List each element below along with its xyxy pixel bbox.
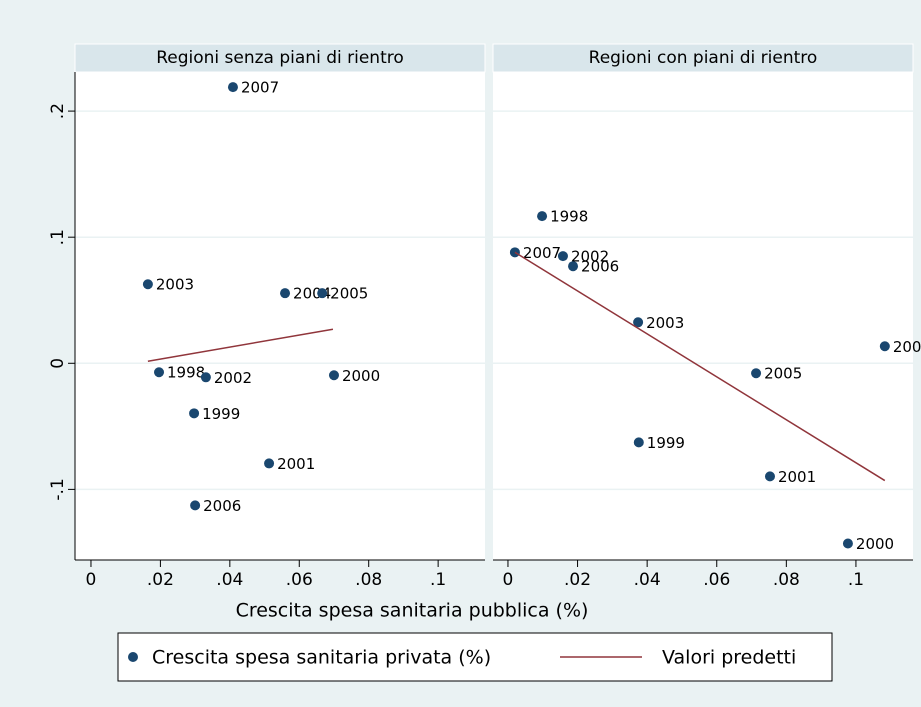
point-label: 1998 (167, 364, 205, 382)
point (557, 251, 568, 262)
legend-label: Valori predetti (662, 647, 796, 669)
x-tick-label: .06 (703, 570, 730, 590)
point (154, 367, 165, 378)
panel-title: Regioni senza piani di rientro (156, 48, 404, 68)
legend-marker (128, 652, 138, 662)
panel-header (74, 43, 486, 73)
point (537, 211, 548, 222)
point (751, 368, 762, 379)
point-label: 2002 (214, 369, 252, 387)
point (879, 341, 890, 352)
point (317, 288, 328, 299)
point (142, 279, 153, 290)
x-tick-label: .06 (286, 570, 313, 590)
point-label: 2002 (571, 248, 609, 266)
point-label: 2000 (856, 535, 894, 553)
point (633, 437, 644, 448)
point (280, 288, 291, 299)
legend-box (117, 632, 833, 682)
point-label: 1999 (202, 405, 240, 423)
point-label: 2001 (778, 468, 816, 486)
x-tick-label: .02 (564, 570, 591, 590)
point (842, 538, 853, 549)
point-label: 1999 (647, 434, 685, 452)
point (189, 408, 200, 419)
legend-label: Crescita spesa sanitaria privata (%) (152, 647, 491, 669)
x-tick-label: .08 (773, 570, 800, 590)
point-label: 2006 (203, 497, 241, 515)
point (328, 370, 339, 381)
x-tick-label: .04 (634, 570, 661, 590)
point (200, 372, 211, 383)
x-tick-label: .08 (355, 570, 382, 590)
point-label: 1998 (550, 208, 588, 226)
point-label: 2000 (342, 367, 380, 385)
plot-area (493, 72, 913, 560)
point (264, 458, 275, 469)
point (764, 471, 775, 482)
point (227, 82, 238, 93)
point-label: 2003 (646, 314, 684, 332)
y-tick-label: -.1 (48, 478, 68, 500)
panel-header (492, 43, 914, 73)
point-label: 2003 (156, 276, 194, 294)
x-tick-label: .02 (147, 570, 174, 590)
point-label: 2006 (581, 258, 619, 276)
point-label: 2005 (764, 365, 802, 383)
point (568, 261, 579, 272)
y-tick-label: 0 (48, 358, 68, 369)
point-label: 2007 (523, 244, 561, 262)
x-axis-title: Crescita spesa sanitaria pubblica (%) (236, 600, 589, 622)
point-label: 2007 (241, 79, 279, 97)
point-label: 2001 (277, 455, 315, 473)
point (633, 317, 644, 328)
y-tick-label: .2 (48, 103, 68, 119)
x-tick-label: .1 (430, 570, 446, 590)
x-tick-label: 0 (86, 570, 97, 590)
fit-line (147, 328, 334, 363)
x-tick-label: .1 (848, 570, 864, 590)
x-tick-label: .04 (216, 570, 243, 590)
point-label: 2005 (330, 285, 368, 303)
point-label: 2004 (893, 338, 921, 356)
panel-title: Regioni con piani di rientro (589, 48, 818, 68)
plot-area (75, 72, 485, 560)
x-tick-label: 0 (503, 570, 514, 590)
fit-line (514, 251, 886, 482)
point (190, 500, 201, 511)
y-tick-label: .1 (48, 229, 68, 245)
